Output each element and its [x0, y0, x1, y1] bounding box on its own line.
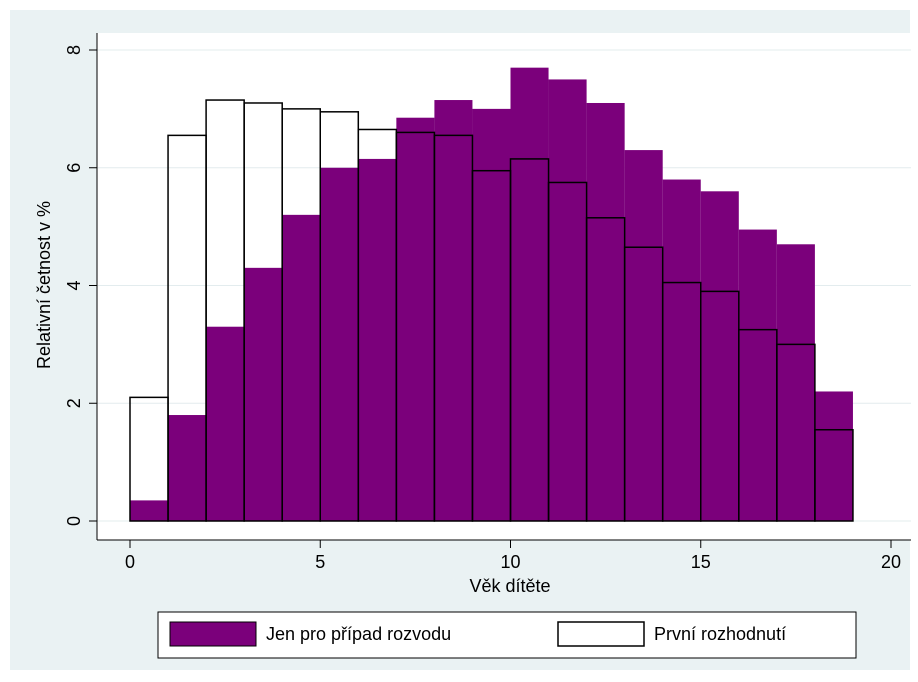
bar-divorce: [396, 117, 435, 522]
bar-divorce: [510, 67, 549, 521]
bar-divorce: [472, 108, 511, 521]
y-tick-label: 8: [64, 45, 84, 55]
legend-box: [157, 611, 857, 659]
x-tick-label: 10: [500, 552, 520, 572]
bar-divorce: [548, 79, 587, 521]
bar-divorce: [358, 158, 397, 521]
legend-label-first-decision: První rozhodnutí: [654, 624, 786, 644]
bar-divorce: [624, 150, 663, 521]
y-tick-label: 0: [64, 516, 84, 526]
bar-first-decision: [814, 428, 854, 522]
y-axis-title: Relativní četnost v %: [34, 201, 54, 369]
bar-divorce: [776, 244, 815, 521]
legend-label-divorce: Jen pro případ rozvodu: [266, 624, 451, 644]
bar-divorce: [814, 391, 853, 521]
bar-divorce: [168, 415, 207, 521]
bar-divorce: [206, 326, 245, 521]
legend-swatch-divorce: [169, 621, 257, 647]
x-tick-label: 20: [881, 552, 901, 572]
bar-divorce: [662, 179, 701, 521]
y-tick-label: 6: [64, 163, 84, 173]
bar-divorce: [282, 214, 321, 521]
x-tick-label: 5: [315, 552, 325, 572]
bar-divorce: [130, 500, 169, 521]
y-tick-label: 2: [64, 398, 84, 408]
y-tick-label: 4: [64, 280, 84, 290]
legend-swatch-first-decision: [557, 621, 645, 647]
bar-divorce: [700, 191, 739, 522]
x-tick-label: 0: [125, 552, 135, 572]
legend: Jen pro případ rozvodu První rozhodnutí: [157, 611, 857, 659]
bar-divorce: [320, 167, 359, 521]
bar-divorce: [434, 100, 473, 521]
x-tick-label: 15: [691, 552, 711, 572]
bar-divorce: [586, 102, 625, 522]
axes: 0 2 4 6 8 0 5 10 15 20: [64, 33, 911, 572]
bar-divorce: [244, 267, 283, 521]
x-axis-title: Věk dítěte: [469, 576, 550, 596]
bars: [129, 67, 854, 522]
bar-divorce: [738, 229, 777, 521]
